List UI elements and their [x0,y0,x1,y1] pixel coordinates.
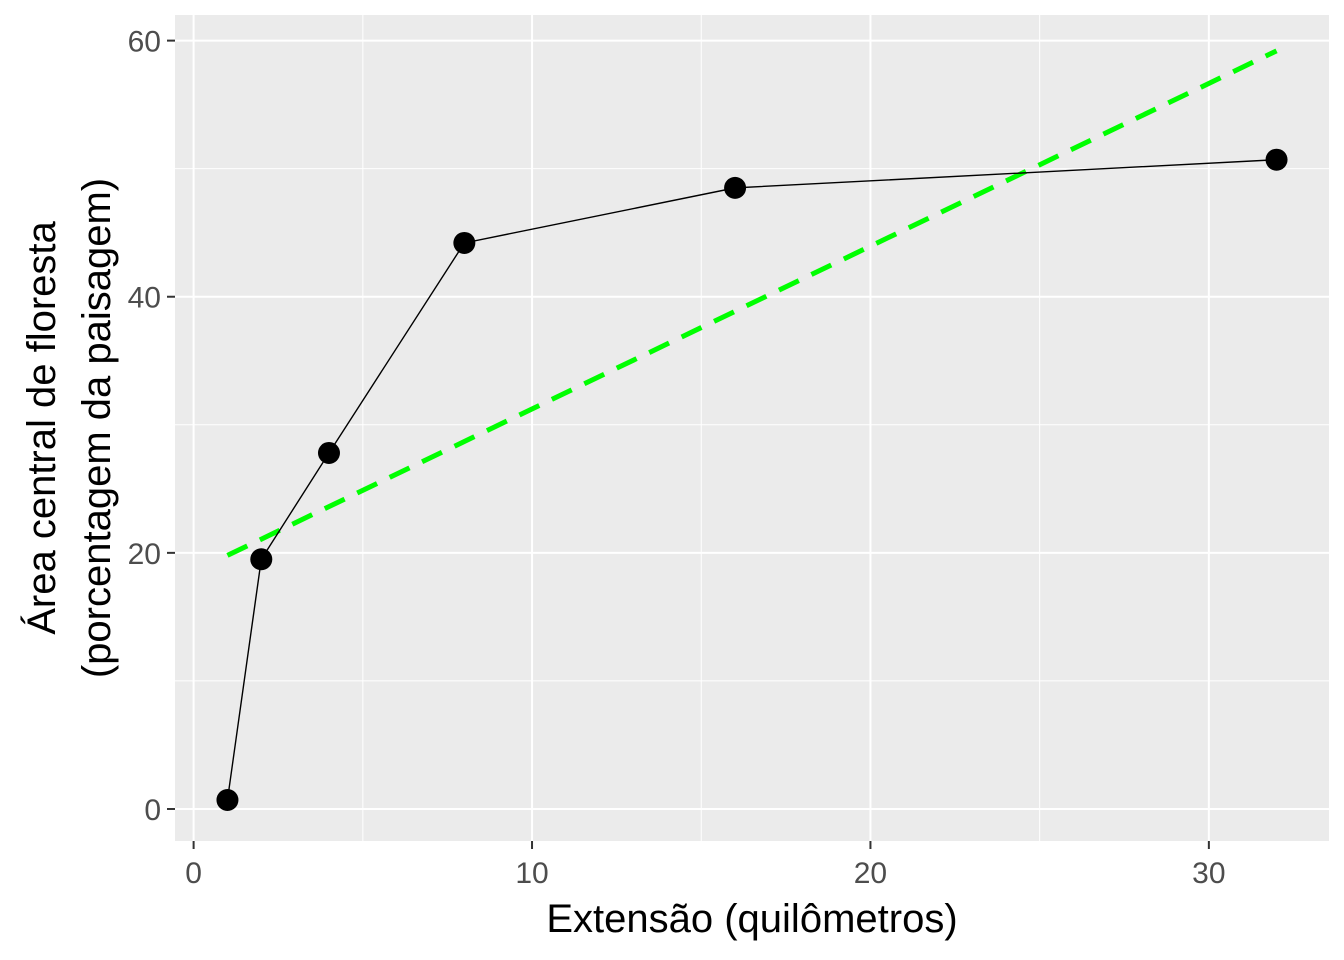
grid-major [175,15,1329,841]
y-tick-label: 20 [128,538,161,571]
panel-background [175,15,1329,841]
series-line [226,159,1277,801]
x-axis-title: Extensão (quilômetros) [546,897,957,941]
data-point [724,176,747,199]
y-tick-labels: 0 20 40 60 [128,26,161,827]
y-tick-label: 0 [144,794,161,827]
y-axis-title-line2: (porcentagem da paisagem) [75,178,119,678]
series-group [216,148,1288,812]
x-tick-label: 0 [185,857,202,890]
y-tick-label: 60 [128,26,161,59]
y-axis-title-line1: Área central de floresta [19,220,64,634]
data-point [216,789,239,812]
data-point [1265,148,1288,171]
x-tick-label: 20 [854,857,887,890]
x-tick-label: 30 [1192,857,1225,890]
data-point [317,441,340,464]
x-tick-label: 10 [515,857,548,890]
y-tick-label: 40 [128,282,161,315]
data-point [250,548,273,571]
trend-line [226,48,1278,558]
data-point [453,231,476,254]
trend-line-group [226,48,1278,558]
axis-ticks [167,39,1210,849]
x-tick-labels: 0 10 20 30 [185,857,1225,890]
grid-minor [175,15,1329,841]
